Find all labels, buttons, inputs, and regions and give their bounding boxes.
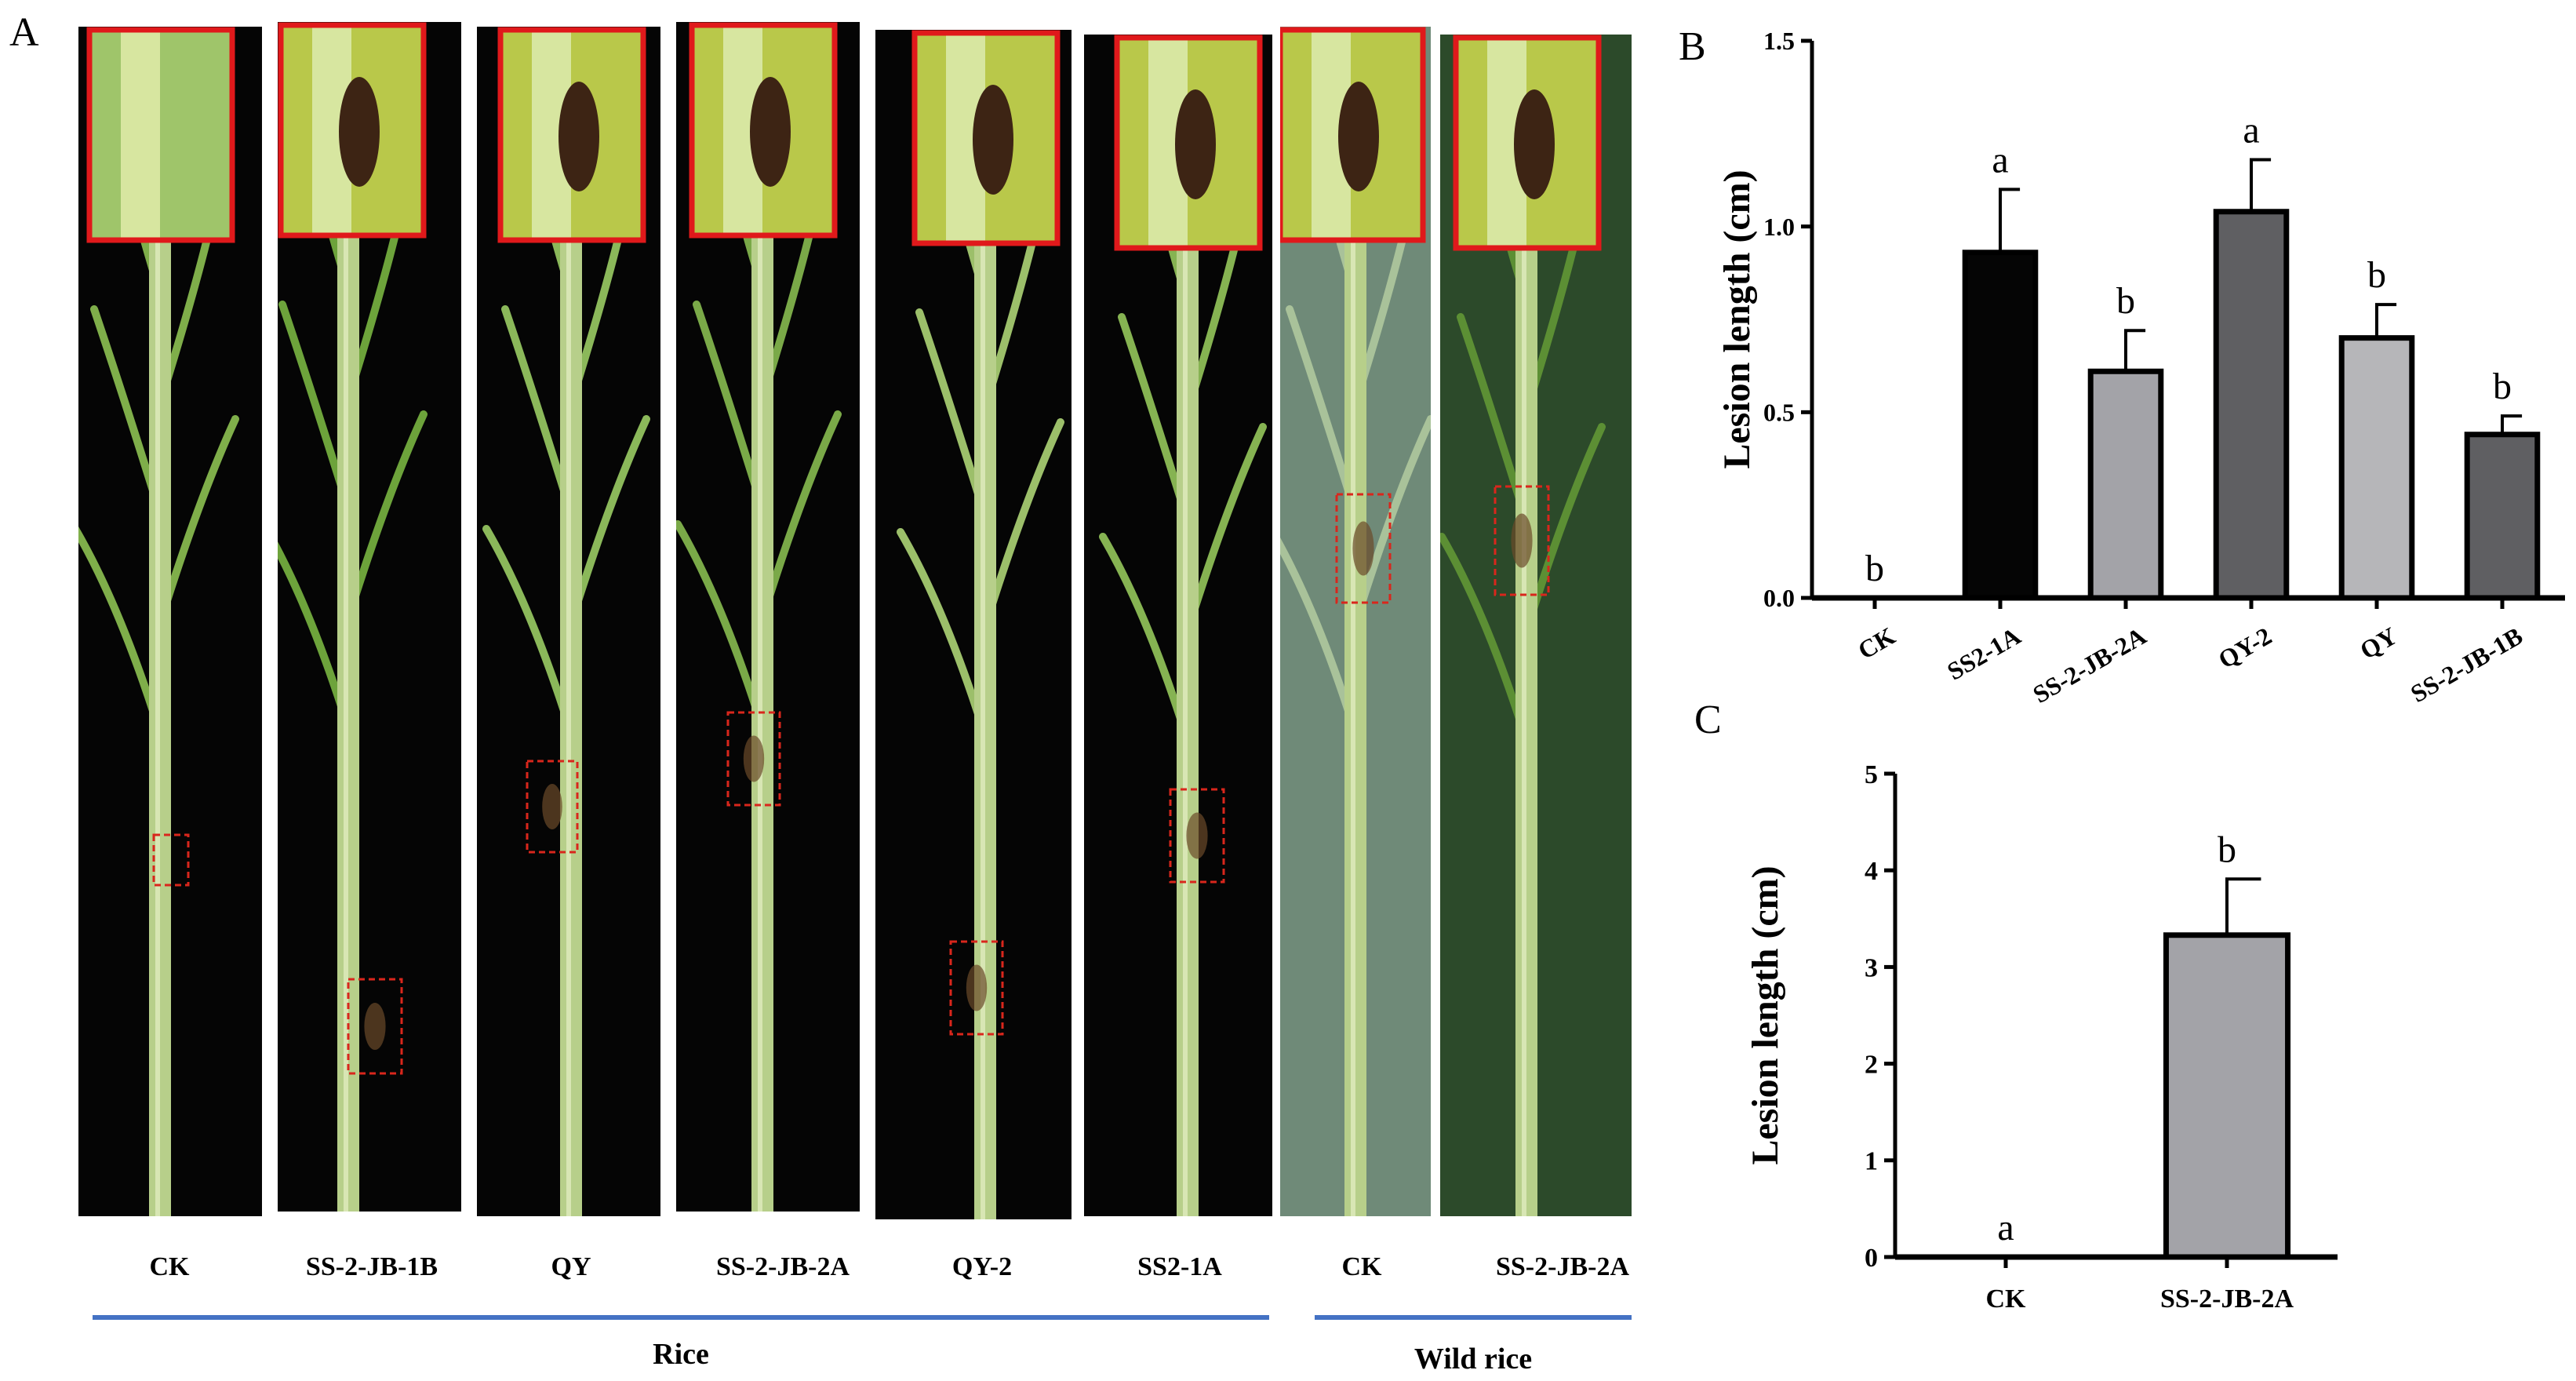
x-tick-label: CK	[1853, 621, 1900, 665]
y-tick-label: 0.0	[1763, 584, 1795, 612]
x-tick-label: QY	[2355, 621, 2402, 665]
y-axis-label: Lesion length (cm)	[1745, 865, 1786, 1164]
significance-letter: a	[1997, 1207, 2014, 1248]
photo-caption: SS-2-JB-2A	[715, 1252, 850, 1281]
significance-letter: b	[2493, 366, 2512, 407]
plant-photo-drawing	[1099, 35, 1267, 1216]
x-tick-label: SS-2-JB-2A	[2160, 1284, 2294, 1314]
y-axis-label: Lesion length (cm)	[1716, 169, 1758, 468]
plant-photo-4	[676, 22, 860, 1212]
bar	[2087, 368, 2164, 601]
photo-caption: SS-2-JB-1B	[305, 1252, 438, 1281]
y-tick-label: 0.5	[1763, 399, 1795, 427]
bar	[2213, 209, 2290, 601]
x-tick-label: SS-2-JB-1B	[2406, 621, 2527, 708]
bar	[2163, 932, 2291, 1260]
significance-letter: a	[1992, 139, 2008, 180]
plant-photo-drawing	[1280, 27, 1431, 1216]
panel-letter-c: C	[1694, 698, 1722, 742]
plant-photo-7	[1280, 27, 1431, 1216]
wild-rice-group-label: Wild rice	[1414, 1343, 1533, 1376]
bar	[2338, 335, 2415, 601]
photo-caption: QY	[551, 1252, 591, 1281]
photo-caption: SS-2-JB-2A	[1495, 1252, 1630, 1281]
plant-photo-6	[1084, 35, 1272, 1216]
plant-photo-2	[278, 22, 461, 1212]
y-tick-label: 1	[1865, 1147, 1878, 1176]
y-tick-label: 0	[1865, 1244, 1878, 1273]
plant-photo-drawing	[78, 27, 239, 1216]
plant-photo-drawing	[278, 22, 428, 1212]
photo-caption: CK	[149, 1252, 190, 1281]
plant-photo-drawing	[1440, 35, 1632, 1216]
x-tick-label: CK	[1986, 1284, 2027, 1314]
x-tick-label: QY-2	[2214, 621, 2276, 674]
lesion-length-chart-b: 0.0 0.5 1.0 1.5 Lesion length (cm) b CK a SS2-1A…	[1716, 31, 2565, 709]
bar	[1962, 250, 2039, 601]
photo-caption: QY-2	[951, 1252, 1013, 1281]
panel-letter-b: B	[1679, 24, 1706, 69]
lesion-length-chart-c: 0 1 2 3 4 5 Lesion length (cm) a CK b SS-2-JB-2A	[1745, 760, 2338, 1314]
plant-photo-3	[477, 27, 660, 1216]
significance-letter: b	[1865, 548, 1884, 589]
photo-caption: SS2-1A	[1137, 1252, 1222, 1281]
y-tick-label: 4	[1865, 857, 1878, 886]
x-tick-label: SS2-1A	[1942, 621, 2025, 686]
rice-group-label: Rice	[653, 1338, 709, 1371]
y-tick-label: 1.5	[1763, 31, 1795, 55]
plant-photo-drawing	[897, 30, 1064, 1219]
photo-caption: CK	[1341, 1252, 1382, 1281]
y-tick-label: 5	[1865, 760, 1878, 789]
plant-photo-1	[78, 27, 262, 1216]
bar	[2464, 432, 2541, 601]
significance-letter: a	[2243, 109, 2259, 151]
y-tick-label: 2	[1865, 1051, 1878, 1080]
y-tick-label: 1.0	[1763, 213, 1795, 241]
plant-photo-8	[1440, 35, 1632, 1216]
significance-letter: b	[2218, 829, 2236, 870]
plant-photo-drawing	[676, 22, 842, 1212]
wild-rice-group-line	[1315, 1315, 1632, 1320]
significance-letter: b	[2116, 280, 2135, 322]
rice-group-line	[93, 1315, 1269, 1320]
plant-photo-drawing	[482, 27, 650, 1216]
plant-photo-5	[875, 30, 1072, 1219]
panel-letter-a: A	[9, 10, 39, 55]
x-tick-label: SS-2-JB-2A	[2028, 621, 2151, 709]
plant-photo-panel	[78, 22, 1632, 1221]
significance-letter: b	[2367, 254, 2386, 296]
y-tick-label: 3	[1865, 953, 1878, 982]
